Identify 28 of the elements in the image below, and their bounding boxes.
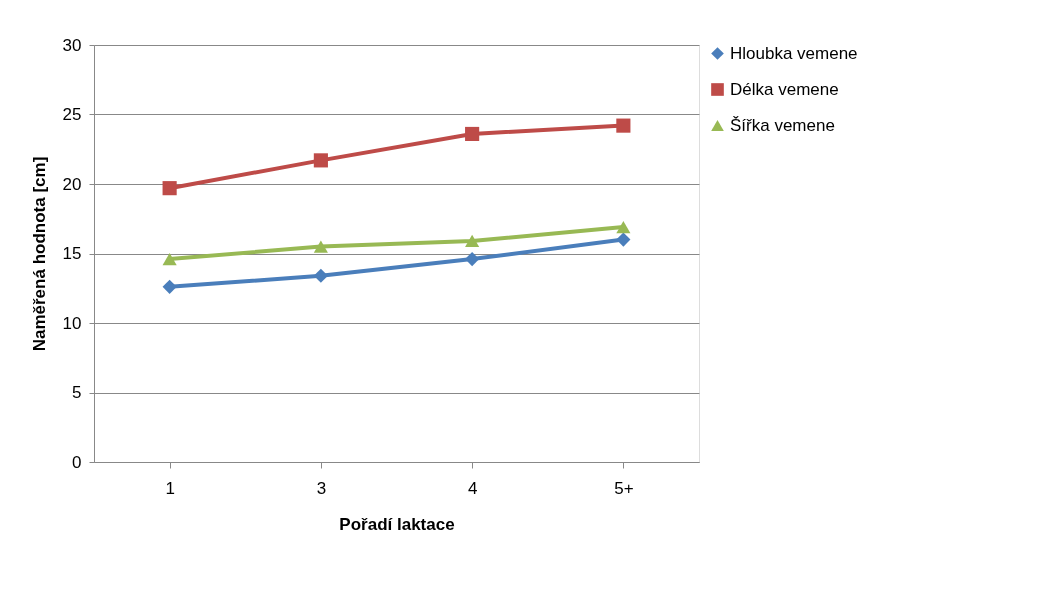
y-tick-label: 30 xyxy=(62,35,82,55)
point xyxy=(465,251,480,267)
point xyxy=(162,252,177,266)
legend-label: Délka vemene xyxy=(730,79,839,99)
y-tick-label: 25 xyxy=(62,105,82,124)
x-tick-label: 1 xyxy=(165,478,175,498)
x-tick-label: 5+ xyxy=(614,478,634,498)
y-tick-label: 10 xyxy=(62,313,82,333)
point xyxy=(313,240,328,253)
y-axis-title: Naměřená hodnota [cm] xyxy=(29,156,49,352)
legend-label: Šířka vemene xyxy=(730,115,835,135)
point xyxy=(465,234,480,248)
point xyxy=(162,181,177,196)
legend-label: Hloubka vemene xyxy=(730,43,858,63)
point xyxy=(465,126,480,142)
y-tick-label: 5 xyxy=(72,383,82,402)
point xyxy=(616,232,631,247)
point xyxy=(313,153,328,168)
y-tick-label: 0 xyxy=(72,452,82,472)
point xyxy=(616,118,631,133)
y-tick-label: 15 xyxy=(62,244,82,263)
point xyxy=(616,220,631,234)
point xyxy=(162,279,177,294)
y-tick-label: 20 xyxy=(62,174,82,194)
x-tick-label: 4 xyxy=(467,478,478,498)
point xyxy=(313,268,328,283)
x-tick-label: 3 xyxy=(316,478,327,498)
x-axis-title: Pořadí laktace xyxy=(339,514,455,534)
